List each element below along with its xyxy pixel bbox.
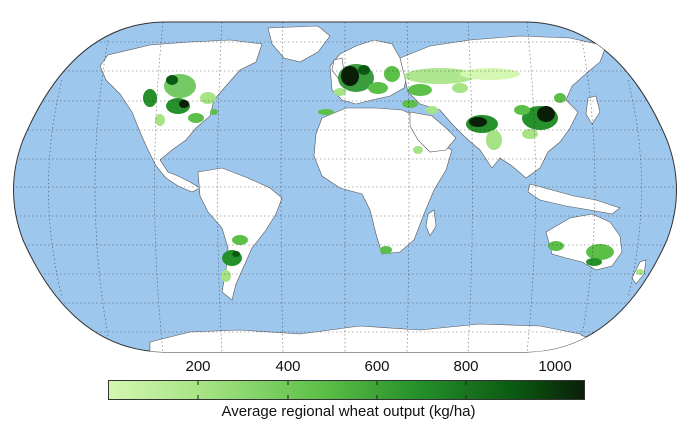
colorbar-tick-label: 400 xyxy=(275,358,301,375)
africa xyxy=(313,107,453,255)
colorbar xyxy=(108,380,585,400)
wheat-patches xyxy=(143,64,644,282)
greenland xyxy=(267,25,331,63)
colorbar-tick-label: 1000 xyxy=(538,358,572,375)
colorbar-tick-label: 200 xyxy=(185,358,211,375)
antarctica xyxy=(149,323,601,352)
graticule xyxy=(13,22,677,352)
colorbar-tick-label: 600 xyxy=(364,358,390,375)
south-america xyxy=(197,167,283,301)
arabian-peninsula xyxy=(409,111,457,153)
southeast-asia-islands xyxy=(527,183,621,215)
japan xyxy=(585,95,601,125)
madagascar xyxy=(425,209,437,237)
north-america xyxy=(99,39,263,193)
colorbar-label: Average regional wheat output (kg/ha) xyxy=(221,403,476,420)
colorbar-tick-label: 800 xyxy=(453,358,479,375)
